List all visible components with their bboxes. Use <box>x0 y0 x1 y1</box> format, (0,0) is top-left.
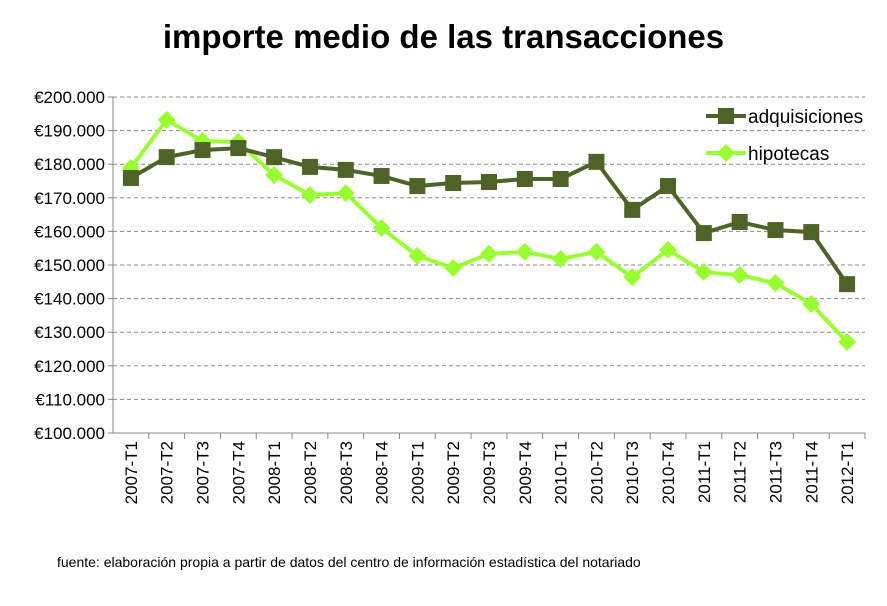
data-point-adquisiciones <box>337 161 354 178</box>
data-point-adquisiciones <box>194 142 211 159</box>
x-tick-label: 2009-T2 <box>444 441 463 504</box>
data-point-hipotecas <box>766 274 785 293</box>
data-point-hipotecas <box>587 242 606 261</box>
data-point-hipotecas <box>838 332 857 351</box>
x-tick-label: 2011-T3 <box>766 441 785 503</box>
x-tick-label: 2007-T4 <box>229 441 248 504</box>
y-tick-label: €200.000 <box>34 88 105 107</box>
data-point-adquisiciones <box>481 174 497 191</box>
y-tick-label: €160.000 <box>34 222 105 241</box>
data-point-hipotecas <box>300 186 319 205</box>
x-tick-label: 2010-T4 <box>659 441 678 504</box>
data-point-adquisiciones <box>445 175 462 192</box>
x-tick-label: 2010-T2 <box>587 441 606 504</box>
x-tick-label: 2008-T2 <box>301 441 320 504</box>
legend-marker-hipotecas <box>717 144 735 162</box>
data-point-adquisiciones <box>409 178 426 195</box>
data-point-adquisiciones <box>839 276 856 293</box>
data-point-hipotecas <box>623 268 642 287</box>
x-tick-label: 2011-T4 <box>802 441 821 503</box>
data-point-hipotecas <box>444 259 463 278</box>
x-tick-label: 2009-T4 <box>516 441 535 504</box>
data-point-adquisiciones <box>731 213 748 230</box>
x-tick-label: 2009-T3 <box>480 441 499 504</box>
data-point-adquisiciones <box>373 167 390 184</box>
data-point-hipotecas <box>372 219 391 238</box>
data-point-adquisiciones <box>695 225 712 242</box>
data-point-adquisiciones <box>122 169 139 186</box>
data-point-hipotecas <box>336 184 355 203</box>
x-tick-label: 2011-T1 <box>695 441 714 503</box>
y-tick-label: €120.000 <box>34 357 105 376</box>
data-point-adquisiciones <box>516 170 533 187</box>
x-tick-label: 2008-T3 <box>337 441 356 504</box>
legend-label-adquisiciones: adquisiciones <box>748 107 863 128</box>
chart-title: importe medio de las transacciones <box>162 18 725 55</box>
data-point-adquisiciones <box>266 149 283 166</box>
y-tick-label: €100.000 <box>34 424 105 443</box>
x-tick-label: 2008-T4 <box>373 441 392 504</box>
y-tick-label: €150.000 <box>34 256 105 275</box>
x-tick-label: 2012-T1 <box>838 441 857 504</box>
x-tick-label: 2010-T1 <box>552 441 571 504</box>
data-point-adquisiciones <box>588 153 605 170</box>
x-tick-label: 2008-T1 <box>265 441 284 504</box>
x-tick-label: 2010-T3 <box>623 441 642 504</box>
data-point-adquisiciones <box>624 201 641 218</box>
source-note: fuente: elaboración propia a partir de d… <box>57 554 641 570</box>
data-point-adquisiciones <box>660 178 677 195</box>
y-tick-label: €140.000 <box>34 290 105 309</box>
x-tick-label: 2007-T2 <box>158 441 177 504</box>
data-point-adquisiciones <box>767 222 784 239</box>
data-point-hipotecas <box>551 249 570 268</box>
data-point-hipotecas <box>480 244 498 263</box>
y-tick-label: €180.000 <box>34 155 105 174</box>
data-point-adquisiciones <box>230 140 247 157</box>
data-point-hipotecas <box>515 242 534 261</box>
x-tick-label: 2007-T1 <box>122 441 141 504</box>
x-tick-label: 2009-T1 <box>408 441 427 504</box>
data-point-hipotecas <box>659 240 678 259</box>
data-point-hipotecas <box>802 294 821 313</box>
x-tick-label: 2011-T2 <box>731 441 750 503</box>
data-point-adquisiciones <box>552 170 569 187</box>
x-tick-label: 2007-T3 <box>194 441 213 504</box>
data-point-hipotecas <box>157 110 176 129</box>
data-point-adquisiciones <box>301 158 318 175</box>
y-tick-label: €190.000 <box>34 122 105 141</box>
data-point-hipotecas <box>694 263 713 282</box>
legend-label-hipotecas: hipotecas <box>748 144 829 165</box>
y-tick-label: €130.000 <box>34 323 105 342</box>
data-point-hipotecas <box>408 246 427 265</box>
legend-marker-adquisiciones <box>718 108 734 124</box>
data-point-adquisiciones <box>158 149 175 166</box>
data-point-hipotecas <box>730 266 749 285</box>
y-tick-label: €170.000 <box>34 189 105 208</box>
data-point-hipotecas <box>265 165 284 184</box>
data-point-adquisiciones <box>803 224 820 241</box>
y-tick-label: €110.000 <box>35 390 105 409</box>
